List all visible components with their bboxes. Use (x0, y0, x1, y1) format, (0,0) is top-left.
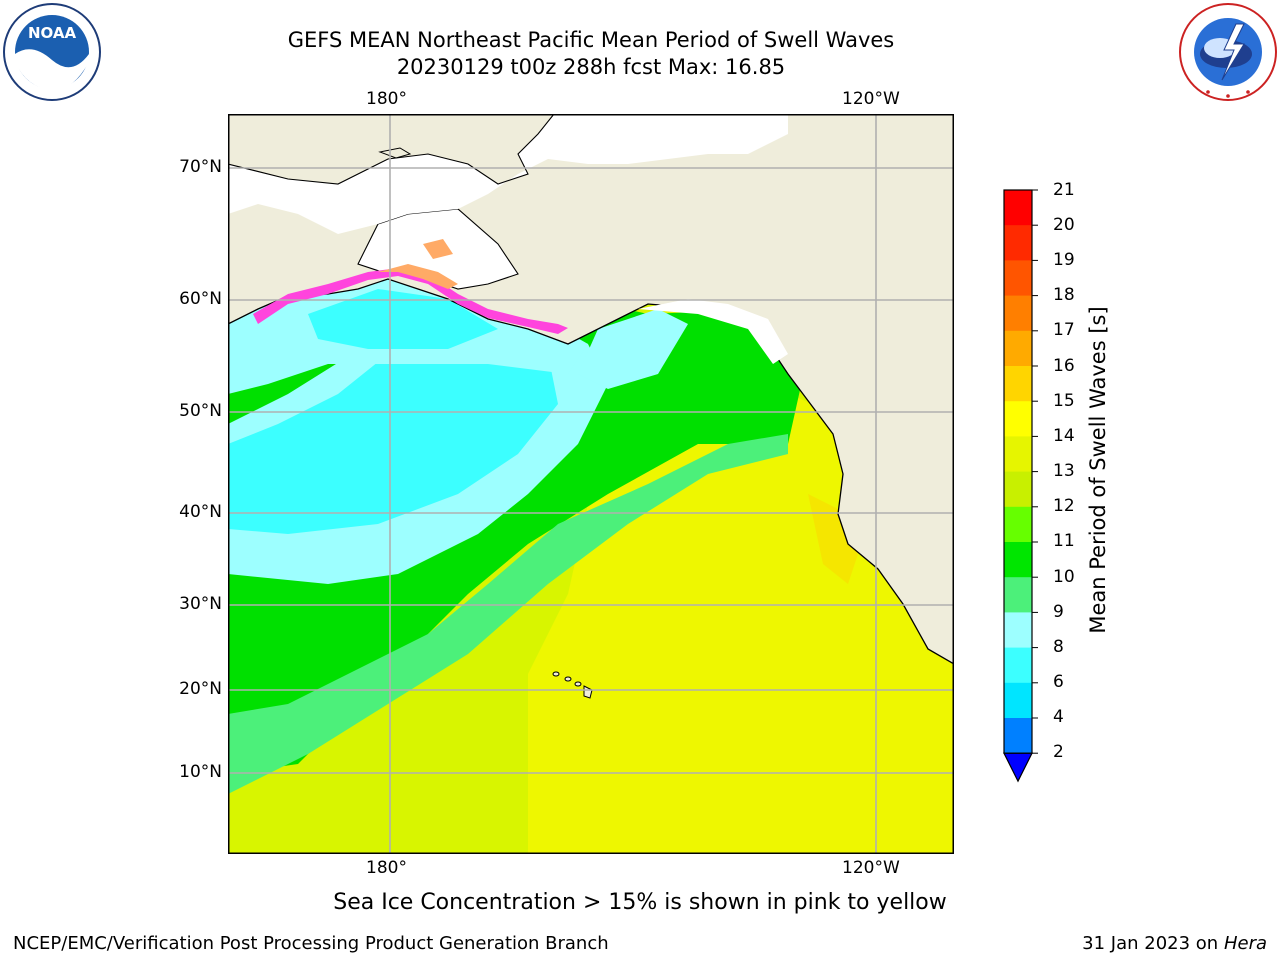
bering-cyan-core (308, 289, 498, 349)
cyan-region (228, 314, 558, 534)
ice-edge-pink (253, 268, 568, 334)
cb-tick-21: 21 (1053, 180, 1075, 200)
colorbar-band (1004, 295, 1032, 332)
cb-tick-16: 16 (1053, 356, 1075, 376)
colorbar-extend-triangle (1003, 752, 1033, 783)
graticule (228, 114, 954, 854)
colorbar-band (1004, 718, 1032, 754)
cb-tick-6: 6 (1053, 672, 1064, 692)
colorbar-band (1004, 506, 1032, 543)
lat-label-50n: 50°N (179, 401, 222, 421)
lat-label-40n: 40°N (179, 502, 222, 522)
noaa-logo-text: NOAA (28, 24, 77, 42)
map-frame (228, 114, 954, 854)
colorbar-band (1004, 366, 1032, 402)
cb-tick-10: 10 (1053, 567, 1075, 587)
lon-label-top-120w: 120°W (842, 89, 900, 109)
colorbar-label: Mean Period of Swell Waves [s] (1086, 306, 1110, 634)
hawaii-islands (552, 671, 593, 699)
footer-date: 31 Jan 2023 on (1082, 933, 1224, 954)
cb-tick-12: 12 (1053, 496, 1075, 516)
cb-tick-19: 19 (1053, 250, 1075, 270)
colorbar-band (1004, 260, 1032, 297)
chart-title: GEFS MEAN Northeast Pacific Mean Period … (287, 28, 895, 52)
colorbar-band (1004, 577, 1032, 613)
lat-label-30n: 30°N (179, 594, 222, 614)
colorbar-band (1004, 647, 1032, 684)
lat-label-70n: 70°N (179, 157, 222, 177)
lon-label-bottom-120w: 120°W (842, 858, 900, 878)
colorbar-band (1004, 682, 1032, 719)
lat-label-60n: 60°N (179, 289, 222, 309)
cb-tick-2: 2 (1053, 742, 1064, 762)
colorbar-band (1004, 471, 1032, 508)
cb-tick-15: 15 (1053, 391, 1075, 411)
noaa-logo: NOAA (3, 3, 101, 101)
colorbar (1003, 189, 1038, 783)
chart-subtitle: 20230129 t00z 288h fcst Max: 16.85 (396, 55, 786, 79)
colorbar-band (1004, 190, 1032, 226)
lon-label-bottom-180: 180° (366, 858, 407, 878)
gulf-ice-strip (638, 299, 788, 364)
cb-tick-9: 9 (1053, 602, 1064, 622)
ice-orange-patch (423, 239, 453, 259)
lon-label-top-180: 180° (366, 89, 407, 109)
cb-tick-13: 13 (1053, 461, 1075, 481)
colorbar-band (1004, 542, 1032, 578)
cb-tick-14: 14 (1053, 426, 1075, 446)
lat-label-10n: 10°N (179, 762, 222, 782)
cb-tick-8: 8 (1053, 637, 1064, 657)
light-green-band (228, 434, 788, 794)
ice-edge-orange (378, 264, 458, 289)
cb-tick-17: 17 (1053, 320, 1075, 340)
cb-tick-20: 20 (1053, 215, 1075, 235)
colorbar-band (1004, 225, 1032, 261)
colorbar-band (1004, 401, 1032, 437)
colorbar-band (1004, 612, 1032, 649)
nws-logo (1179, 3, 1277, 101)
gulf-cyan (578, 309, 688, 389)
footer-left: NCEP/EMC/Verification Post Processing Pr… (13, 933, 609, 954)
colorbar-band (1004, 436, 1032, 473)
cb-tick-11: 11 (1053, 531, 1075, 551)
sea-ice-note: Sea Ice Concentration > 15% is shown in … (333, 890, 947, 915)
footer-right: 31 Jan 2023 on Hera (1082, 933, 1267, 955)
footer-host: Hera (1223, 933, 1267, 954)
cb-tick-4: 4 (1053, 707, 1064, 727)
cb-tick-18: 18 (1053, 285, 1075, 305)
lat-label-20n: 20°N (179, 679, 222, 699)
sea-ice-arctic (228, 114, 788, 234)
colorbar-band (1004, 330, 1032, 367)
swell-period-map (228, 114, 954, 854)
warm-patch (808, 494, 858, 584)
arctic-coastline (228, 114, 555, 185)
